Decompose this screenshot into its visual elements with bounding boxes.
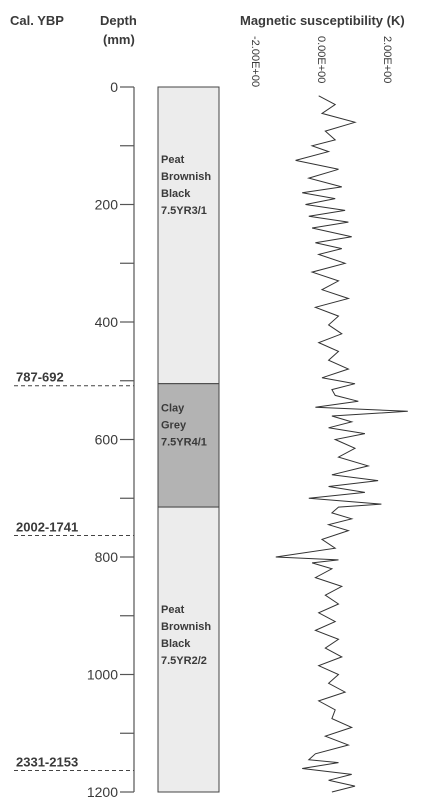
- depth-tick-label: 1000: [87, 667, 118, 683]
- lithology-unit-label: Black: [161, 188, 191, 200]
- age-marker-label: 787-692: [16, 370, 64, 385]
- lithology-unit-label: Brownish: [161, 171, 211, 183]
- lithology-unit: [157, 86, 220, 385]
- lithology-unit-label: 7.5YR4/1: [161, 437, 207, 449]
- lithology-column: Peat Brownish Black 7.5YR3/1 Clay Grey 7.5YR4/…: [157, 86, 220, 793]
- depth-tick-label: 400: [95, 314, 119, 330]
- depth-axis-ticks: 0 200 400 600 800 1000 1200: [87, 79, 134, 797]
- lithology-unit-label: Peat: [161, 154, 185, 166]
- lithology-unit-label: Brownish: [161, 621, 211, 633]
- age-header: Cal. YBP: [10, 13, 64, 28]
- depth-tick-label: 0: [110, 79, 118, 95]
- depth-tick-label: 200: [95, 197, 119, 213]
- mag-tick-label: 2.00E+00: [381, 36, 393, 83]
- lithology-unit-label: Grey: [161, 420, 187, 432]
- depth-tick-label: 600: [95, 432, 119, 448]
- mag-axis-tick-labels: -2.00E+00 0.00E+00 2.00E+00: [249, 36, 393, 87]
- lithology-unit-label: Peat: [161, 604, 185, 616]
- lithology-unit-label: 7.5YR2/2: [161, 655, 207, 667]
- lithology-unit: [157, 506, 220, 793]
- depth-header: Depth: [100, 13, 137, 28]
- mag-tick-label: -2.00E+00: [249, 36, 261, 87]
- depth-tick-label: 800: [95, 549, 119, 565]
- magnetic-susceptibility-header: Magnetic susceptibility (K): [240, 13, 405, 28]
- magnetic-susceptibility-line: [275, 95, 408, 793]
- age-marker-label: 2331-2153: [16, 755, 78, 770]
- age-markers: 787-692 2002-1741 2331-2153: [14, 370, 134, 771]
- depth-unit-header: (mm): [103, 32, 135, 47]
- mag-tick-label: 0.00E+00: [315, 36, 327, 83]
- depth-tick-label: 1200: [87, 784, 118, 797]
- lithology-unit-label: 7.5YR3/1: [161, 205, 207, 217]
- age-marker-label: 2002-1741: [16, 520, 78, 535]
- lithology-unit-label: Black: [161, 638, 191, 650]
- lithology-unit-label: Clay: [161, 403, 185, 415]
